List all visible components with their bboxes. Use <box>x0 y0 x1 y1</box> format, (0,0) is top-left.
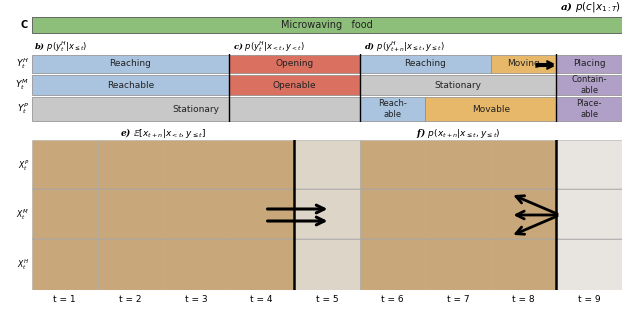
Bar <box>98 190 163 239</box>
Text: t = 2: t = 2 <box>119 295 142 304</box>
Bar <box>32 239 98 290</box>
Text: C: C <box>21 20 28 30</box>
Text: Openable: Openable <box>272 80 316 89</box>
Text: Reachable: Reachable <box>106 80 154 89</box>
Text: e) $\mathbb{E}[x_{t+n}|x_{<t}, y_{\leq t}]$: e) $\mathbb{E}[x_{t+n}|x_{<t}, y_{\leq t… <box>120 126 206 140</box>
Bar <box>360 239 425 290</box>
Text: Reaching: Reaching <box>110 60 151 68</box>
Text: Place-
able: Place- able <box>576 99 602 119</box>
Text: t = 4: t = 4 <box>250 295 273 304</box>
Text: Movable: Movable <box>472 105 510 113</box>
Bar <box>425 140 491 190</box>
Text: Placing: Placing <box>573 60 605 68</box>
Text: Stationary: Stationary <box>173 105 219 113</box>
Bar <box>32 75 229 95</box>
Text: Reach-
able: Reach- able <box>378 99 407 119</box>
Text: a) $p(c|x_{1:T})$: a) $p(c|x_{1:T})$ <box>559 0 621 14</box>
Bar <box>163 190 229 239</box>
Text: t = 3: t = 3 <box>185 295 207 304</box>
Bar <box>32 97 360 121</box>
Bar <box>491 55 556 73</box>
Text: c) $p(y_t^H|x_{<t}, y_{<t})$: c) $p(y_t^H|x_{<t}, y_{<t})$ <box>232 39 304 54</box>
Bar <box>491 190 556 239</box>
Text: Contain-
able: Contain- able <box>571 75 607 95</box>
Text: t = 9: t = 9 <box>578 295 600 304</box>
Text: $Y_t^P$: $Y_t^P$ <box>17 101 29 116</box>
Bar <box>32 55 229 73</box>
Bar <box>229 55 360 73</box>
Bar <box>98 239 163 290</box>
Bar <box>229 239 294 290</box>
Bar <box>556 55 622 73</box>
Bar <box>556 97 622 121</box>
Bar <box>425 239 491 290</box>
Bar <box>360 75 556 95</box>
Bar <box>491 140 556 190</box>
Bar <box>98 140 163 190</box>
Text: Stationary: Stationary <box>435 80 481 89</box>
Text: t = 6: t = 6 <box>381 295 404 304</box>
Bar <box>163 239 229 290</box>
Bar <box>556 239 622 290</box>
Text: Microwaving   food: Microwaving food <box>281 20 373 30</box>
Bar <box>556 140 622 190</box>
Text: $X_t^P$: $X_t^P$ <box>18 158 29 173</box>
Bar <box>360 97 425 121</box>
Text: d) $p(y_{t+n}^H|x_{\leq t}, y_{\leq t})$: d) $p(y_{t+n}^H|x_{\leq t}, y_{\leq t})$ <box>364 39 445 54</box>
Text: Reaching: Reaching <box>404 60 446 68</box>
Text: $X_t^M$: $X_t^M$ <box>16 208 29 223</box>
Bar <box>229 140 294 190</box>
Bar <box>32 190 98 239</box>
Bar <box>32 140 98 190</box>
Bar <box>360 190 425 239</box>
Bar <box>229 190 294 239</box>
Bar <box>425 97 556 121</box>
Text: Moving: Moving <box>507 60 540 68</box>
Text: f) $p(x_{t+n}|x_{\leq t}, y_{\leq t})$: f) $p(x_{t+n}|x_{\leq t}, y_{\leq t})$ <box>416 126 500 140</box>
Bar <box>556 75 622 95</box>
Bar <box>294 140 360 190</box>
Bar <box>360 140 425 190</box>
Bar <box>229 75 360 95</box>
Text: Opening: Opening <box>275 60 313 68</box>
Text: $Y_t^M$: $Y_t^M$ <box>16 77 29 92</box>
Text: t = 5: t = 5 <box>316 295 338 304</box>
Bar <box>556 190 622 239</box>
Bar <box>425 190 491 239</box>
Text: $Y_t^H$: $Y_t^H$ <box>16 56 29 72</box>
Bar <box>360 55 491 73</box>
Bar <box>163 140 229 190</box>
Text: $X_t^H$: $X_t^H$ <box>17 257 29 272</box>
Text: t = 7: t = 7 <box>447 295 469 304</box>
Text: t = 8: t = 8 <box>512 295 535 304</box>
Bar <box>294 239 360 290</box>
Text: t = 1: t = 1 <box>54 295 76 304</box>
Text: b) $p(y_t^H|x_{\leq t})$: b) $p(y_t^H|x_{\leq t})$ <box>34 39 88 54</box>
Bar <box>294 190 360 239</box>
Bar <box>491 239 556 290</box>
